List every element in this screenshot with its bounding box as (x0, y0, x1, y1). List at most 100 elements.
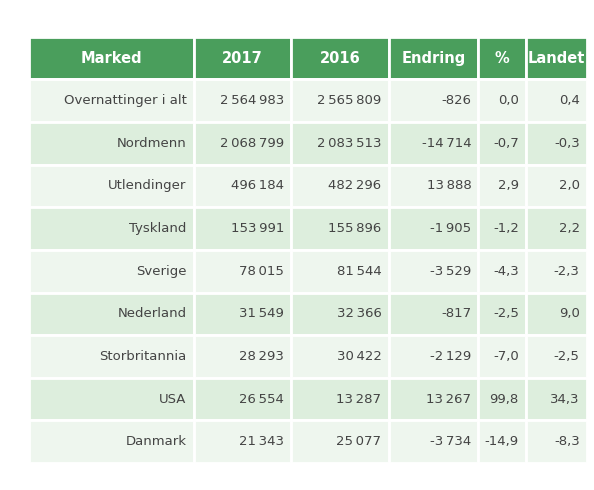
FancyBboxPatch shape (526, 79, 587, 122)
Text: -2,3: -2,3 (554, 265, 580, 278)
FancyBboxPatch shape (478, 207, 526, 250)
Text: -1,2: -1,2 (493, 222, 519, 235)
Text: Nederland: Nederland (118, 307, 187, 320)
FancyBboxPatch shape (194, 122, 291, 165)
Text: 78 015: 78 015 (239, 265, 284, 278)
FancyBboxPatch shape (388, 335, 478, 378)
Text: 2,0: 2,0 (559, 179, 580, 193)
FancyBboxPatch shape (526, 250, 587, 293)
Text: -2,5: -2,5 (493, 307, 519, 320)
Text: -817: -817 (441, 307, 471, 320)
FancyBboxPatch shape (29, 378, 194, 420)
FancyBboxPatch shape (478, 378, 526, 420)
Text: Endring: Endring (402, 50, 466, 66)
FancyBboxPatch shape (194, 207, 291, 250)
FancyBboxPatch shape (194, 293, 291, 335)
FancyBboxPatch shape (478, 37, 526, 79)
FancyBboxPatch shape (194, 37, 291, 79)
FancyBboxPatch shape (291, 122, 388, 165)
FancyBboxPatch shape (194, 335, 291, 378)
FancyBboxPatch shape (29, 420, 194, 463)
Text: -826: -826 (441, 94, 471, 107)
FancyBboxPatch shape (291, 79, 388, 122)
FancyBboxPatch shape (291, 335, 388, 378)
FancyBboxPatch shape (29, 207, 194, 250)
FancyBboxPatch shape (194, 378, 291, 420)
Text: -7,0: -7,0 (493, 350, 519, 363)
Text: Overnattinger i alt: Overnattinger i alt (64, 94, 187, 107)
Text: Tyskland: Tyskland (129, 222, 187, 235)
FancyBboxPatch shape (388, 250, 478, 293)
Text: 2017: 2017 (222, 50, 263, 66)
FancyBboxPatch shape (194, 250, 291, 293)
Text: Danmark: Danmark (125, 435, 187, 448)
Text: Marked: Marked (80, 50, 142, 66)
FancyBboxPatch shape (194, 420, 291, 463)
FancyBboxPatch shape (29, 335, 194, 378)
Text: -0,7: -0,7 (493, 137, 519, 150)
Text: 34,3: 34,3 (550, 392, 580, 406)
Text: -14 714: -14 714 (422, 137, 471, 150)
FancyBboxPatch shape (291, 420, 388, 463)
FancyBboxPatch shape (29, 37, 194, 79)
FancyBboxPatch shape (291, 250, 388, 293)
Text: 2 068 799: 2 068 799 (220, 137, 284, 150)
FancyBboxPatch shape (291, 378, 388, 420)
Text: -4,3: -4,3 (493, 265, 519, 278)
FancyBboxPatch shape (388, 378, 478, 420)
Text: 81 544: 81 544 (337, 265, 381, 278)
Text: 32 366: 32 366 (337, 307, 381, 320)
FancyBboxPatch shape (291, 207, 388, 250)
Text: 0,4: 0,4 (559, 94, 580, 107)
Text: 155 896: 155 896 (328, 222, 381, 235)
Text: Nordmenn: Nordmenn (117, 137, 187, 150)
Text: -1 905: -1 905 (430, 222, 471, 235)
FancyBboxPatch shape (388, 293, 478, 335)
Text: -2,5: -2,5 (554, 350, 580, 363)
FancyBboxPatch shape (388, 79, 478, 122)
FancyBboxPatch shape (526, 207, 587, 250)
Text: 2,2: 2,2 (558, 222, 580, 235)
FancyBboxPatch shape (526, 335, 587, 378)
Text: 99,8: 99,8 (489, 392, 519, 406)
Text: Landet: Landet (527, 50, 585, 66)
FancyBboxPatch shape (478, 122, 526, 165)
FancyBboxPatch shape (388, 207, 478, 250)
Text: Sverige: Sverige (136, 265, 187, 278)
FancyBboxPatch shape (29, 79, 194, 122)
Text: 2016: 2016 (320, 50, 360, 66)
FancyBboxPatch shape (526, 420, 587, 463)
Text: 26 554: 26 554 (239, 392, 284, 406)
FancyBboxPatch shape (478, 165, 526, 207)
Text: 13 267: 13 267 (426, 392, 471, 406)
FancyBboxPatch shape (388, 165, 478, 207)
FancyBboxPatch shape (526, 165, 587, 207)
FancyBboxPatch shape (526, 378, 587, 420)
FancyBboxPatch shape (388, 122, 478, 165)
FancyBboxPatch shape (194, 79, 291, 122)
Text: %: % (495, 50, 510, 66)
FancyBboxPatch shape (29, 250, 194, 293)
Text: 21 343: 21 343 (239, 435, 284, 448)
FancyBboxPatch shape (478, 335, 526, 378)
Text: USA: USA (159, 392, 187, 406)
FancyBboxPatch shape (291, 37, 388, 79)
Text: 153 991: 153 991 (230, 222, 284, 235)
FancyBboxPatch shape (29, 122, 194, 165)
FancyBboxPatch shape (388, 37, 478, 79)
FancyBboxPatch shape (291, 293, 388, 335)
Text: -14,9: -14,9 (485, 435, 519, 448)
Text: 2 083 513: 2 083 513 (317, 137, 381, 150)
FancyBboxPatch shape (194, 165, 291, 207)
FancyBboxPatch shape (526, 122, 587, 165)
Text: 30 422: 30 422 (337, 350, 381, 363)
Text: Storbritannia: Storbritannia (99, 350, 187, 363)
FancyBboxPatch shape (526, 37, 587, 79)
Text: 2,9: 2,9 (498, 179, 519, 193)
Text: 13 287: 13 287 (336, 392, 381, 406)
Text: -3 529: -3 529 (430, 265, 471, 278)
Text: 2 564 983: 2 564 983 (220, 94, 284, 107)
Text: 13 888: 13 888 (426, 179, 471, 193)
Text: Utlendinger: Utlendinger (108, 179, 187, 193)
Text: 496 184: 496 184 (231, 179, 284, 193)
